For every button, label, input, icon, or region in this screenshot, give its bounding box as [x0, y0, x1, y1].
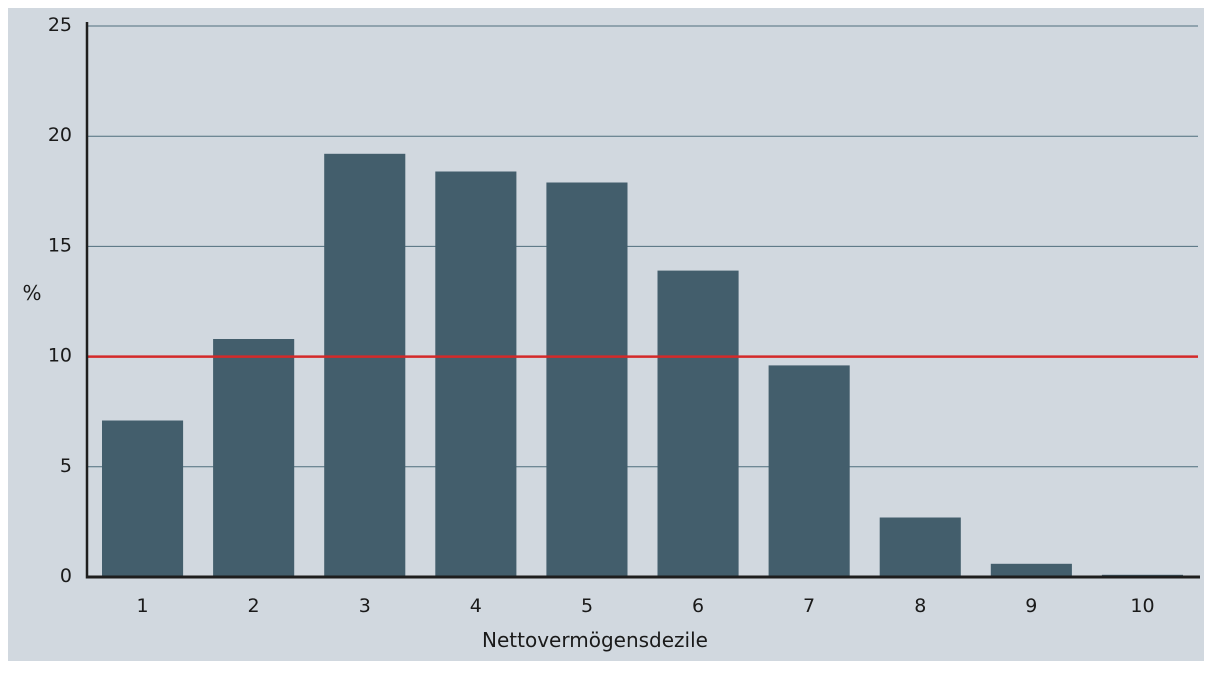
x-tick-label: 1 [137, 595, 149, 617]
bar-decile-6 [657, 270, 739, 577]
y-tick-label: 0 [60, 565, 72, 587]
y-tick-label: 20 [48, 124, 72, 146]
bar-decile-4 [435, 171, 517, 577]
y-tick-labels: 0 5 10 15 20 25 [48, 14, 72, 587]
x-tick-label: 2 [248, 595, 260, 617]
x-tick-label: 6 [692, 595, 704, 617]
bars [102, 153, 1183, 578]
bar-decile-8 [879, 517, 961, 577]
x-tick-label: 4 [470, 595, 482, 617]
y-axis-label: % [22, 281, 41, 305]
x-tick-label: 8 [914, 595, 926, 617]
x-tick-label: 10 [1130, 595, 1154, 617]
bar-decile-5 [546, 182, 628, 577]
bar-decile-7 [768, 365, 850, 577]
x-tick-labels: 1 2 3 4 5 6 7 8 9 10 [137, 595, 1155, 617]
y-tick-label: 10 [48, 345, 72, 367]
y-tick-label: 15 [48, 234, 72, 256]
x-tick-label: 3 [359, 595, 371, 617]
bar-decile-1 [102, 420, 184, 577]
x-axis-label: Nettovermögensdezile [482, 628, 708, 652]
x-tick-label: 5 [581, 595, 593, 617]
bar-decile-3 [324, 153, 406, 578]
bar-decile-2 [213, 339, 295, 577]
y-tick-label: 25 [48, 14, 72, 36]
x-tick-label: 7 [803, 595, 815, 617]
bar-decile-9 [990, 563, 1072, 577]
y-tick-label: 5 [60, 455, 72, 477]
x-tick-label: 9 [1025, 595, 1037, 617]
axes [85, 22, 1200, 579]
